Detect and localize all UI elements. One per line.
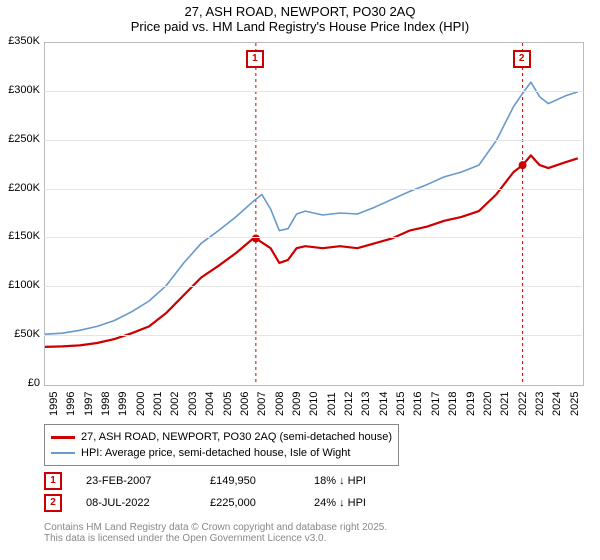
x-tick-label: 2006: [239, 392, 251, 416]
sale-marker-2: 2: [513, 50, 531, 68]
chart-container: 27, ASH ROAD, NEWPORT, PO30 2AQ Price pa…: [0, 0, 600, 560]
footer-line2: This data is licensed under the Open Gov…: [44, 533, 387, 544]
x-tick-label: 2019: [465, 392, 477, 416]
x-tick-label: 2017: [430, 392, 442, 416]
x-tick-label: 1999: [117, 392, 129, 416]
x-tick-label: 2025: [569, 392, 581, 416]
y-tick-label: £300K: [2, 84, 40, 96]
y-tick-label: £200K: [2, 182, 40, 194]
legend-row: HPI: Average price, semi-detached house,…: [51, 445, 392, 461]
x-tick-label: 2021: [499, 392, 511, 416]
x-tick-label: 2011: [326, 392, 338, 416]
y-tick-label: £100K: [2, 279, 40, 291]
x-tick-label: 2024: [551, 392, 563, 416]
x-tick-label: 2020: [482, 392, 494, 416]
y-tick-label: £150K: [2, 230, 40, 242]
x-tick-label: 2015: [395, 392, 407, 416]
x-tick-label: 2010: [308, 392, 320, 416]
title-subtitle: Price paid vs. HM Land Registry's House …: [0, 19, 600, 34]
x-tick-label: 2014: [378, 392, 390, 416]
x-tick-label: 2009: [291, 392, 303, 416]
sale-event-row: 123-FEB-2007£149,95018% ↓ HPI: [44, 470, 414, 492]
x-tick-label: 2013: [360, 392, 372, 416]
sale-events-table: 123-FEB-2007£149,95018% ↓ HPI208-JUL-202…: [44, 470, 414, 514]
title-block: 27, ASH ROAD, NEWPORT, PO30 2AQ Price pa…: [0, 0, 600, 36]
x-tick-label: 1995: [48, 392, 60, 416]
x-tick-label: 2023: [534, 392, 546, 416]
x-tick-label: 2016: [412, 392, 424, 416]
footer-attribution: Contains HM Land Registry data © Crown c…: [44, 522, 387, 544]
legend-row: 27, ASH ROAD, NEWPORT, PO30 2AQ (semi-de…: [51, 429, 392, 445]
legend-box: 27, ASH ROAD, NEWPORT, PO30 2AQ (semi-de…: [44, 424, 399, 466]
x-tick-label: 2003: [187, 392, 199, 416]
sale-marker-1: 1: [246, 50, 264, 68]
x-tick-label: 2001: [152, 392, 164, 416]
x-tick-label: 2005: [222, 392, 234, 416]
x-tick-label: 2012: [343, 392, 355, 416]
x-tick-label: 2007: [256, 392, 268, 416]
footer-line1: Contains HM Land Registry data © Crown c…: [44, 522, 387, 533]
x-tick-label: 2018: [447, 392, 459, 416]
title-address: 27, ASH ROAD, NEWPORT, PO30 2AQ: [0, 4, 600, 19]
x-tick-label: 1997: [83, 392, 95, 416]
x-tick-label: 2022: [517, 392, 529, 416]
x-tick-label: 2000: [135, 392, 147, 416]
y-tick-label: £350K: [2, 35, 40, 47]
x-tick-label: 2008: [274, 392, 286, 416]
y-tick-label: £250K: [2, 133, 40, 145]
sale-event-row: 208-JUL-2022£225,00024% ↓ HPI: [44, 492, 414, 514]
x-tick-label: 2004: [204, 392, 216, 416]
x-tick-label: 1996: [65, 392, 77, 416]
y-tick-label: £0: [2, 377, 40, 389]
x-tick-label: 1998: [100, 392, 112, 416]
y-tick-label: £50K: [2, 328, 40, 340]
x-tick-label: 2002: [169, 392, 181, 416]
